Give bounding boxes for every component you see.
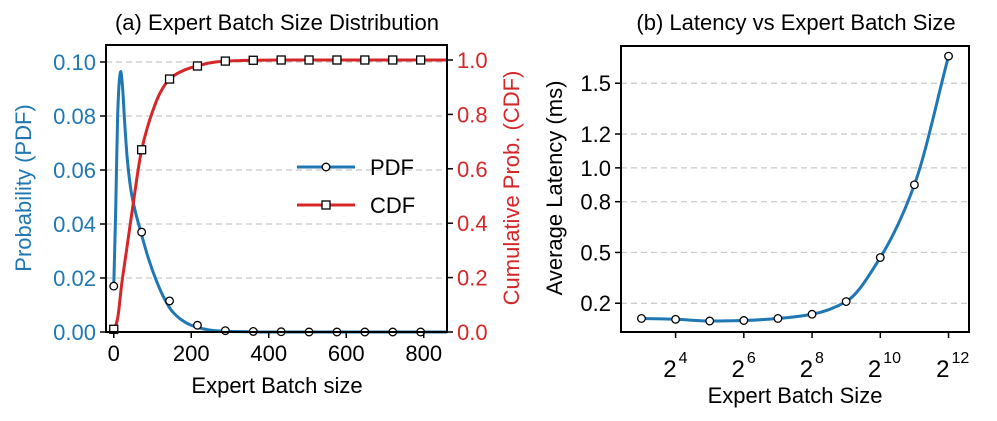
- legend-entry-cdf: CDF: [297, 193, 415, 218]
- cdf-point: [332, 55, 342, 65]
- pdf-point: [192, 320, 202, 330]
- chart-b-y-tick-label: 1.2: [580, 122, 611, 147]
- chart-a-y-right-tick-label: 0.6: [457, 157, 488, 182]
- chart-b-x-tick-exponent: 12: [952, 350, 970, 367]
- legend-entry-pdf: PDF: [297, 155, 414, 180]
- chart-a-y-left-tick-label: 0.08: [53, 104, 96, 129]
- cdf-point: [136, 145, 147, 155]
- chart-b-y-tick-label: 0.8: [580, 190, 611, 215]
- latency-point: [739, 316, 749, 325]
- chart-a-y-right-tick-label: 0.8: [457, 102, 488, 127]
- chart-a-y-right-ticks: 0.0 0.2 0.4 0.6 0.8 1.0: [447, 48, 488, 345]
- latency-point: [773, 314, 783, 323]
- chart-b-x-ticks: 2 4 2 6 2 8 2 10 2 12: [663, 332, 969, 383]
- cdf-point: [164, 74, 175, 84]
- cdf-point: [248, 55, 258, 65]
- chart-a-x-ticks: 0 200 400 600 800: [108, 332, 442, 366]
- chart-a-plot-frame: [105, 44, 448, 333]
- chart-b-x-tick-base: 2: [868, 356, 881, 383]
- chart-b-x-tick-exponent: 8: [815, 350, 824, 367]
- latency-point: [705, 316, 715, 326]
- chart-b-x-tick-exponent: 10: [883, 350, 901, 367]
- latency-point: [807, 309, 817, 319]
- chart-b-y-tick-label: 0.2: [580, 291, 611, 316]
- chart-a-distribution: (a) Expert Batch Size Distribution 0 200 4…: [11, 10, 524, 398]
- legend-cdf-marker: [321, 200, 331, 210]
- chart-b-y-tick-label: 1.5: [580, 71, 611, 96]
- chart-b-plot-frame: [620, 45, 970, 333]
- chart-a-y-left-tick-label: 0.00: [53, 320, 96, 345]
- chart-a-x-tick-label: 200: [173, 341, 210, 366]
- latency-point: [671, 314, 681, 324]
- pdf-point: [137, 227, 147, 237]
- chart-a-y-right-tick-label: 1.0: [457, 48, 488, 73]
- chart-a-y-left-tick-label: 0.04: [53, 212, 96, 237]
- legend-pdf-label: PDF: [370, 155, 414, 180]
- chart-a-cdf-series: [109, 55, 447, 334]
- latency-point: [944, 51, 953, 61]
- chart-a-x-tick-label: 0: [108, 341, 120, 366]
- chart-a-y-right-tick-label: 0.0: [457, 320, 488, 345]
- latency-point: [909, 180, 919, 190]
- chart-b-x-tick-base: 2: [936, 356, 949, 383]
- chart-b-x-tick-base: 2: [800, 356, 813, 383]
- pdf-point: [220, 326, 230, 336]
- cdf-point: [360, 55, 370, 65]
- chart-b-latency-series: [637, 51, 953, 326]
- chart-b-title: (b) Latency vs Expert Batch Size: [636, 10, 955, 35]
- chart-b-y-tick-label: 0.5: [580, 240, 611, 265]
- chart-a-x-tick-label: 400: [250, 341, 287, 366]
- chart-a-x-tick-label: 800: [405, 341, 442, 366]
- pdf-point: [109, 281, 119, 291]
- cdf-point: [276, 55, 286, 65]
- chart-b-x-tick-base: 2: [731, 356, 744, 383]
- chart-a-title: (a) Expert Batch Size Distribution: [115, 10, 439, 35]
- chart-b-x-tick-exponent: 4: [679, 350, 688, 367]
- chart-a-y-right-tick-label: 0.2: [457, 266, 488, 291]
- chart-a-y-right-label: Cumulative Prob. (CDF): [499, 71, 524, 306]
- legend-pdf-marker: [321, 162, 331, 172]
- chart-a-x-tick-label: 600: [328, 341, 365, 366]
- cdf-point: [388, 55, 398, 65]
- latency-line: [641, 55, 950, 323]
- chart-a-y-left-tick-label: 0.06: [53, 158, 96, 183]
- chart-b-x-tick-base: 2: [663, 356, 676, 383]
- legend-cdf-label: CDF: [370, 193, 415, 218]
- latency-point: [841, 297, 851, 306]
- chart-a-y-left-tick-label: 0.10: [53, 50, 96, 75]
- chart-b-gridlines: [621, 82, 969, 304]
- chart-a-y-left-label: Probability (PDF): [11, 104, 36, 271]
- chart-a-y-right-tick-label: 0.4: [457, 211, 488, 236]
- chart-a-y-left-ticks: 0.00 0.02 0.04 0.06 0.08 0.10: [53, 50, 106, 345]
- chart-a-y-left-tick-label: 0.02: [53, 266, 96, 291]
- chart-b-y-axis-label: Average Latency (ms): [542, 81, 567, 296]
- chart-a-x-axis-label: Expert Batch size: [191, 373, 362, 398]
- cdf-point: [220, 56, 231, 66]
- chart-a-legend: PDF CDF: [297, 155, 415, 218]
- chart-b-x-axis-label: Expert Batch Size: [708, 383, 883, 408]
- pdf-point: [165, 296, 174, 306]
- cdf-point: [192, 61, 203, 71]
- latency-point: [637, 314, 646, 323]
- chart-b-y-ticks: 0.2 0.5 0.8 1.0 1.2 1.5: [580, 71, 621, 316]
- latency-point: [875, 253, 885, 262]
- chart-b-x-tick-exponent: 6: [747, 350, 756, 367]
- chart-b-y-tick-label: 1.0: [580, 156, 611, 181]
- cdf-point: [304, 55, 314, 65]
- cdf-point: [415, 55, 426, 65]
